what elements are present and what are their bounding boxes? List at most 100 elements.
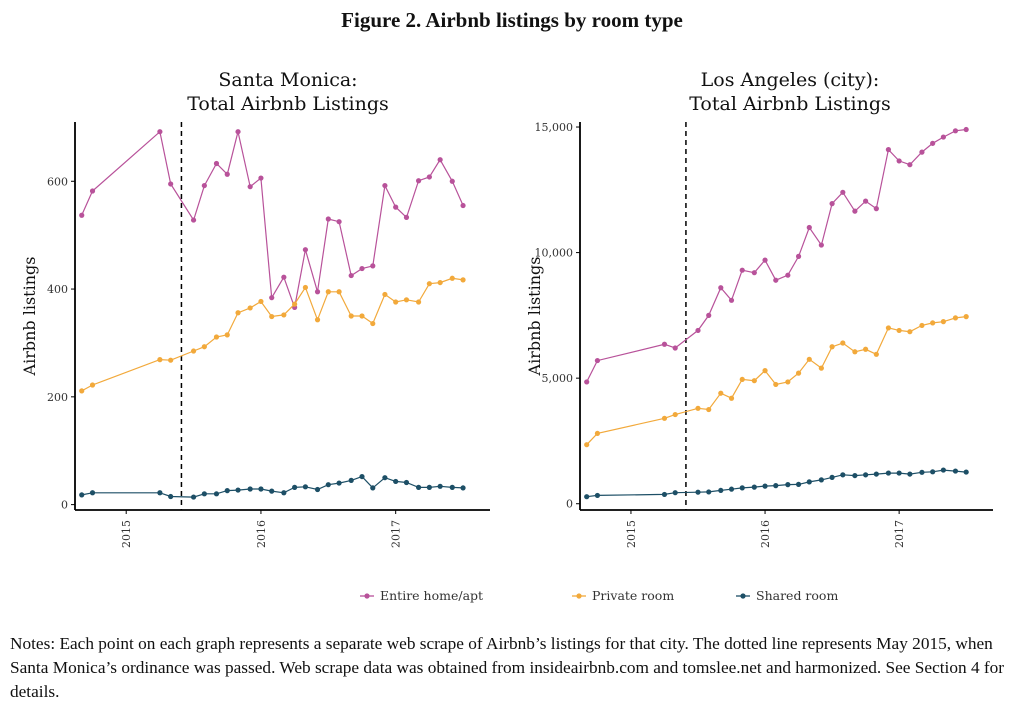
data-point-private <box>940 319 946 325</box>
data-point-shared <box>325 482 331 488</box>
data-point-private <box>348 313 354 319</box>
data-point-shared <box>157 490 163 496</box>
data-point-shared <box>885 470 892 476</box>
legend-key-dot-shared <box>740 593 746 599</box>
data-point-entire <box>359 265 365 272</box>
data-point-shared <box>281 490 287 496</box>
data-point-shared <box>348 477 354 483</box>
data-point-shared <box>852 472 858 479</box>
data-point-entire <box>795 253 802 259</box>
series-line-private <box>586 316 967 446</box>
data-point-private <box>190 348 197 354</box>
data-point-shared <box>370 485 376 491</box>
data-point-private <box>449 275 455 281</box>
data-point-private <box>314 317 321 323</box>
data-point-shared <box>940 467 946 473</box>
data-point-entire <box>930 140 936 146</box>
data-point-private <box>751 378 757 384</box>
data-point-private <box>785 379 791 385</box>
data-point-private <box>907 329 913 335</box>
data-point-entire <box>157 129 163 135</box>
data-point-private <box>168 357 174 363</box>
data-point-shared <box>584 494 590 500</box>
data-point-entire <box>940 134 946 140</box>
data-point-shared <box>806 479 812 485</box>
data-point-shared <box>336 480 342 486</box>
data-point-private <box>852 349 858 355</box>
data-point-entire <box>829 201 835 207</box>
data-point-shared <box>706 489 712 495</box>
data-point-shared <box>594 492 601 499</box>
data-point-entire <box>403 214 410 220</box>
data-point-private <box>873 351 879 357</box>
data-point-shared <box>168 493 174 500</box>
series-line-shared <box>81 475 464 498</box>
data-point-private <box>594 430 601 437</box>
data-point-entire <box>718 285 724 291</box>
chart-title-line2: Total Airbnb Listings <box>187 93 389 115</box>
data-point-private <box>718 390 724 396</box>
data-point-private <box>739 376 745 383</box>
data-point-entire <box>258 175 264 181</box>
data-point-entire <box>863 198 869 204</box>
y-axis-label: Airbnb listings <box>525 257 544 377</box>
data-point-entire <box>661 341 668 347</box>
data-point-private <box>829 344 835 350</box>
data-point-entire <box>426 174 432 180</box>
chart-title-line2: Total Airbnb Listings <box>689 93 891 115</box>
data-point-entire <box>370 263 376 269</box>
data-point-private <box>89 382 96 388</box>
data-point-shared <box>426 484 432 490</box>
data-point-entire <box>302 247 309 253</box>
data-point-shared <box>840 472 846 478</box>
data-point-private <box>201 344 207 350</box>
data-point-private <box>840 340 846 346</box>
data-point-private <box>403 297 410 303</box>
chart-title-line1: Santa Monica: <box>218 69 357 91</box>
data-point-shared <box>382 475 388 481</box>
data-point-shared <box>751 484 757 490</box>
data-point-private <box>806 356 812 362</box>
figure-title: Figure 2. Airbnb listings by room type <box>341 8 683 32</box>
data-point-shared <box>728 486 735 492</box>
data-point-private <box>426 281 432 287</box>
data-point-shared <box>269 488 275 494</box>
data-point-entire <box>213 160 220 167</box>
data-point-shared <box>952 468 959 474</box>
data-point-private <box>393 299 399 305</box>
data-point-private <box>157 357 163 363</box>
chart-title-line1: Los Angeles (city): <box>701 69 880 91</box>
data-point-entire <box>907 162 913 168</box>
data-point-shared <box>201 491 207 497</box>
data-point-shared <box>907 471 913 477</box>
data-point-shared <box>930 469 936 475</box>
data-point-entire <box>896 158 902 164</box>
y-tick-label: 400 <box>47 283 68 296</box>
data-point-entire <box>885 147 892 153</box>
data-point-entire <box>247 184 253 190</box>
data-point-entire <box>269 295 275 301</box>
data-point-entire <box>739 267 745 273</box>
data-point-shared <box>403 479 410 486</box>
data-point-entire <box>460 202 466 209</box>
legend-label-shared: Shared room <box>756 588 838 603</box>
data-point-entire <box>785 272 791 278</box>
data-point-shared <box>695 489 701 495</box>
data-point-entire <box>762 257 768 263</box>
data-point-private <box>930 320 936 326</box>
data-point-private <box>302 284 309 291</box>
data-point-shared <box>672 490 678 496</box>
chart-los-angeles: Los Angeles (city):Total Airbnb Listings… <box>525 69 993 548</box>
data-point-entire <box>852 208 858 214</box>
data-point-entire <box>963 126 969 133</box>
data-point-entire <box>348 272 354 279</box>
data-point-private <box>292 301 298 307</box>
data-point-private <box>795 370 802 376</box>
data-point-entire <box>201 182 207 189</box>
data-point-shared <box>829 474 835 480</box>
data-point-entire <box>235 129 241 135</box>
data-point-entire <box>806 224 812 231</box>
legend-label-private: Private room <box>592 588 674 603</box>
x-tick-label: 2016 <box>759 520 772 548</box>
data-point-private <box>773 381 779 388</box>
